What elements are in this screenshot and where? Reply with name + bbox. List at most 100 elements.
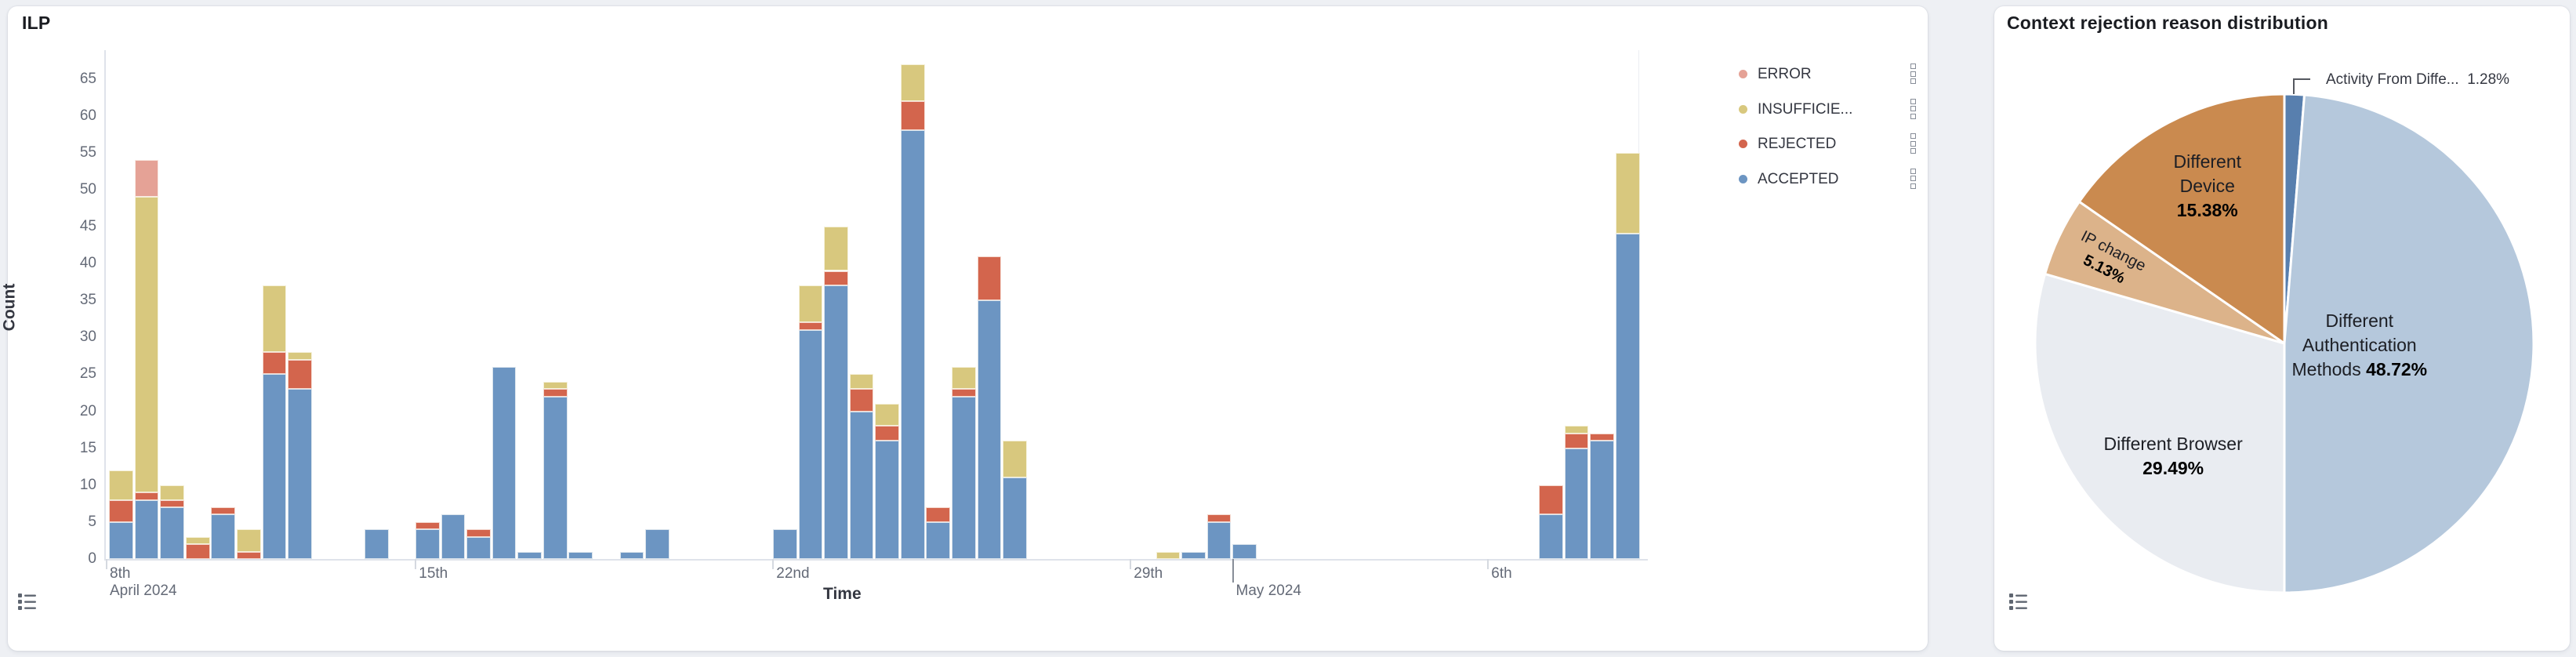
bar-segment-rejected[interactable] xyxy=(466,529,491,537)
bar-segment-accepted[interactable] xyxy=(160,507,184,559)
bar-segment-insufficient[interactable] xyxy=(824,226,848,271)
bar-segment-rejected[interactable] xyxy=(926,507,951,522)
bar-segment-insufficient[interactable] xyxy=(875,404,899,427)
legend-item-actions-icon[interactable] xyxy=(1907,64,1919,85)
bar-segment-accepted[interactable] xyxy=(288,389,312,559)
bar-segment-insufficient[interactable] xyxy=(1564,426,1589,434)
bar-segment-rejected[interactable] xyxy=(849,389,874,412)
bar-segment-insufficient[interactable] xyxy=(288,352,312,360)
bar-segment-error[interactable] xyxy=(134,160,159,198)
bar-segment-accepted[interactable] xyxy=(1232,544,1257,559)
bar-segment-accepted[interactable] xyxy=(1539,514,1563,559)
bar-segment-accepted[interactable] xyxy=(568,551,593,559)
bar-segment-accepted[interactable] xyxy=(849,411,874,559)
bar-segment-accepted[interactable] xyxy=(952,396,976,559)
legend-item-rejected[interactable]: REJECTED xyxy=(1736,129,1928,158)
y-tick-label: 60 xyxy=(79,107,96,124)
legend-list-icon xyxy=(2009,593,2027,610)
bar-segment-insufficient[interactable] xyxy=(160,485,184,500)
bar-segment-accepted[interactable] xyxy=(1181,551,1206,559)
bar-segment-rejected[interactable] xyxy=(134,492,159,500)
bar-segment-insufficient[interactable] xyxy=(849,374,874,390)
bar-segment-insufficient[interactable] xyxy=(185,536,210,545)
legend-item-actions-icon[interactable] xyxy=(1907,98,1919,121)
bar-segment-insufficient[interactable] xyxy=(1156,551,1181,559)
bar-segment-accepted[interactable] xyxy=(441,514,466,559)
bar-segment-rejected[interactable] xyxy=(900,100,925,131)
bar-segment-rejected[interactable] xyxy=(1539,485,1563,515)
bar-segment-accepted[interactable] xyxy=(364,529,389,559)
bar-segment-accepted[interactable] xyxy=(1003,477,1027,559)
bar-segment-accepted[interactable] xyxy=(415,529,440,559)
legend-color-dot xyxy=(1739,140,1747,148)
bar-segment-insufficient[interactable] xyxy=(1615,152,1640,234)
bar-segment-accepted[interactable] xyxy=(977,300,1002,559)
bar-segment-accepted[interactable] xyxy=(824,285,848,559)
bar-segment-accepted[interactable] xyxy=(262,374,287,559)
legend-item-actions-icon[interactable] xyxy=(1907,133,1919,155)
bar-segment-accepted[interactable] xyxy=(466,536,491,559)
bar-segment-insufficient[interactable] xyxy=(1003,441,1027,478)
bar-segment-accepted[interactable] xyxy=(211,514,236,559)
legend-item-actions-icon[interactable] xyxy=(1907,168,1919,191)
bar-segment-accepted[interactable] xyxy=(134,499,159,559)
x-tick-mark xyxy=(106,559,107,569)
pie-slice-different-browser[interactable] xyxy=(2034,272,2286,594)
bar-segment-rejected[interactable] xyxy=(109,499,133,522)
bar-segment-rejected[interactable] xyxy=(875,426,899,441)
bar-segment-accepted[interactable] xyxy=(926,521,951,559)
bar-segment-insufficient[interactable] xyxy=(900,64,925,101)
legend-toggle-button[interactable] xyxy=(14,588,41,615)
bar-segment-accepted[interactable] xyxy=(1590,441,1614,559)
bar-segment-rejected[interactable] xyxy=(185,544,210,559)
bar-segment-rejected[interactable] xyxy=(952,389,976,397)
bar-segment-accepted[interactable] xyxy=(517,551,542,559)
bar-segment-rejected[interactable] xyxy=(288,359,312,390)
bar-segment-accepted[interactable] xyxy=(492,367,517,559)
bar-segment-rejected[interactable] xyxy=(798,322,823,330)
bar-segment-rejected[interactable] xyxy=(415,521,440,530)
bar-segment-rejected[interactable] xyxy=(542,389,568,397)
bar-segment-rejected[interactable] xyxy=(160,499,184,508)
bar-segment-accepted[interactable] xyxy=(1615,234,1640,559)
bar-segment-accepted[interactable] xyxy=(798,329,823,559)
bar-segment-rejected[interactable] xyxy=(262,352,287,375)
bar-segment-insufficient[interactable] xyxy=(798,285,823,323)
bar-segment-rejected[interactable] xyxy=(824,270,848,286)
bar-segment-rejected[interactable] xyxy=(1564,433,1589,448)
y-tick-label: 35 xyxy=(79,292,96,309)
bar-segment-accepted[interactable] xyxy=(773,529,797,559)
pie-slice-different-authentication-methods[interactable] xyxy=(2283,93,2535,594)
bar-segment-insufficient[interactable] xyxy=(952,367,976,390)
legend-item-accepted[interactable]: ACCEPTED xyxy=(1736,165,1928,193)
legend-item-insufficient[interactable]: INSUFFICIE... xyxy=(1736,95,1928,123)
pie-slice-different-device[interactable] xyxy=(2077,93,2286,345)
bar-segment-insufficient[interactable] xyxy=(542,381,568,390)
y-tick-label: 65 xyxy=(79,70,96,87)
y-axis-title: Count xyxy=(0,283,19,332)
legend-toggle-button[interactable] xyxy=(2005,588,2032,615)
bar-segment-accepted[interactable] xyxy=(619,551,644,559)
bar-segment-rejected[interactable] xyxy=(211,507,236,515)
bar-segment-insufficient[interactable] xyxy=(109,470,133,500)
legend-item-error[interactable]: ERROR xyxy=(1736,60,1928,88)
bar-segment-insufficient[interactable] xyxy=(237,529,261,552)
bar-segment-insufficient[interactable] xyxy=(134,197,159,493)
x-tick-mark xyxy=(772,559,775,569)
y-tick-label: 25 xyxy=(79,365,96,383)
bar-segment-rejected[interactable] xyxy=(1590,433,1614,441)
bar-segment-accepted[interactable] xyxy=(645,529,669,559)
bar-segment-rejected[interactable] xyxy=(237,551,261,559)
bar-segment-rejected[interactable] xyxy=(1206,514,1232,522)
bar-segment-accepted[interactable] xyxy=(1206,521,1232,559)
bar-segment-accepted[interactable] xyxy=(542,396,568,559)
legend-list-icon xyxy=(18,593,36,610)
y-tick-label: 50 xyxy=(79,180,96,198)
bar-segment-rejected[interactable] xyxy=(977,256,1002,301)
bar-segment-accepted[interactable] xyxy=(109,521,133,559)
bar-segment-accepted[interactable] xyxy=(1564,448,1589,559)
bar-segment-insufficient[interactable] xyxy=(262,285,287,353)
bar-segment-accepted[interactable] xyxy=(900,130,925,559)
legend-color-dot xyxy=(1739,174,1747,183)
bar-segment-accepted[interactable] xyxy=(875,441,899,559)
